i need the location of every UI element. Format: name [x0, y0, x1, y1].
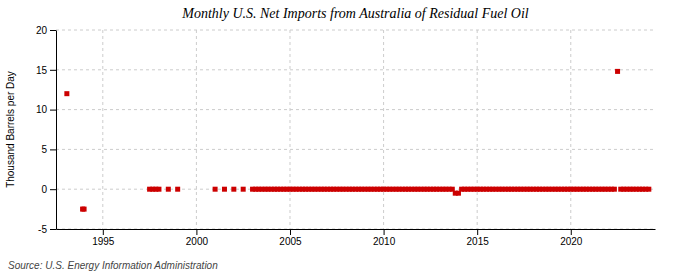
x-tick: 2000: [186, 229, 209, 247]
y-tick: 15: [36, 65, 56, 76]
y-tick: -5: [38, 224, 56, 235]
grid-line-x: [383, 30, 384, 229]
annotation: Source: U.S. Energy Information Administ…: [8, 260, 218, 271]
point: [175, 187, 180, 192]
grid-line-y: [56, 229, 655, 230]
grid-line-y: [56, 30, 655, 31]
y-tick-label: 5: [41, 144, 47, 155]
point: [615, 69, 620, 74]
y-tick: 0: [41, 184, 56, 195]
x-axis-line: [57, 229, 656, 230]
x-tick-mark: [103, 229, 104, 235]
x-tick-label: 2000: [186, 236, 209, 247]
x-tick-label: 2015: [467, 236, 490, 247]
grid-line-x: [196, 30, 197, 229]
point: [82, 207, 87, 212]
x-tick-label: 2005: [279, 236, 302, 247]
point: [646, 187, 651, 192]
y-axis: -5 0 5 10 15 20: [36, 25, 57, 235]
y-tick: 10: [36, 104, 56, 115]
x-tick-label: 1995: [92, 236, 115, 247]
point: [241, 187, 246, 192]
grid-line-x: [477, 30, 478, 229]
point: [231, 187, 236, 192]
chart-container: 1995 2000 2005 2010 2015 2020 -5 0 5 10 15 20 Monthl…: [0, 0, 675, 275]
y-tick-mark: [50, 70, 56, 71]
x-tick-mark: [290, 229, 291, 235]
point: [213, 187, 218, 192]
x-tick: 2020: [560, 229, 583, 247]
grid-line-y: [56, 69, 655, 70]
x-tick-label: 2010: [373, 236, 396, 247]
points: [64, 69, 651, 212]
y-axis-line: [56, 31, 57, 230]
y-tick-mark: [50, 149, 56, 150]
title: Monthly U.S. Net Imports from Australia …: [181, 6, 529, 21]
y-tick-label: 15: [36, 65, 48, 76]
x-tick: 2015: [467, 229, 490, 247]
grid-line-y: [56, 109, 655, 110]
x-tick-mark: [384, 229, 385, 235]
y-tick-mark: [50, 30, 56, 31]
y-axis-title: Thousand Barrels per Day: [5, 71, 16, 188]
y-tick-mark: [50, 229, 56, 230]
grid-line-x: [102, 30, 103, 229]
y-tick-label: -5: [38, 224, 47, 235]
y-tick-label: 10: [36, 104, 48, 115]
x-tick: 2010: [373, 229, 396, 247]
point: [166, 187, 171, 192]
y-tick: 5: [41, 144, 56, 155]
y-tick-mark: [50, 189, 56, 190]
x-tick: 1995: [92, 229, 115, 247]
y-tick-mark: [50, 110, 56, 111]
y-tick: 20: [36, 25, 56, 36]
grid-line-y: [56, 149, 655, 150]
point: [222, 187, 227, 192]
x-tick-mark: [477, 229, 478, 235]
grid-line-x: [289, 30, 290, 229]
grid-line-x: [570, 30, 571, 229]
point: [612, 187, 617, 192]
grid: [56, 30, 655, 229]
point: [156, 187, 161, 192]
x-axis: 1995 2000 2005 2010 2015 2020: [57, 229, 656, 247]
x-tick-mark: [571, 229, 572, 235]
point: [64, 91, 69, 96]
x-tick-mark: [196, 229, 197, 235]
x-tick: 2005: [279, 229, 302, 247]
chart-svg: 1995 2000 2005 2010 2015 2020 -5 0 5 10 15 20 Monthl…: [0, 0, 675, 275]
y-tick-label: 20: [36, 25, 48, 36]
y-tick-label: 0: [41, 184, 47, 195]
x-tick-label: 2020: [560, 236, 583, 247]
